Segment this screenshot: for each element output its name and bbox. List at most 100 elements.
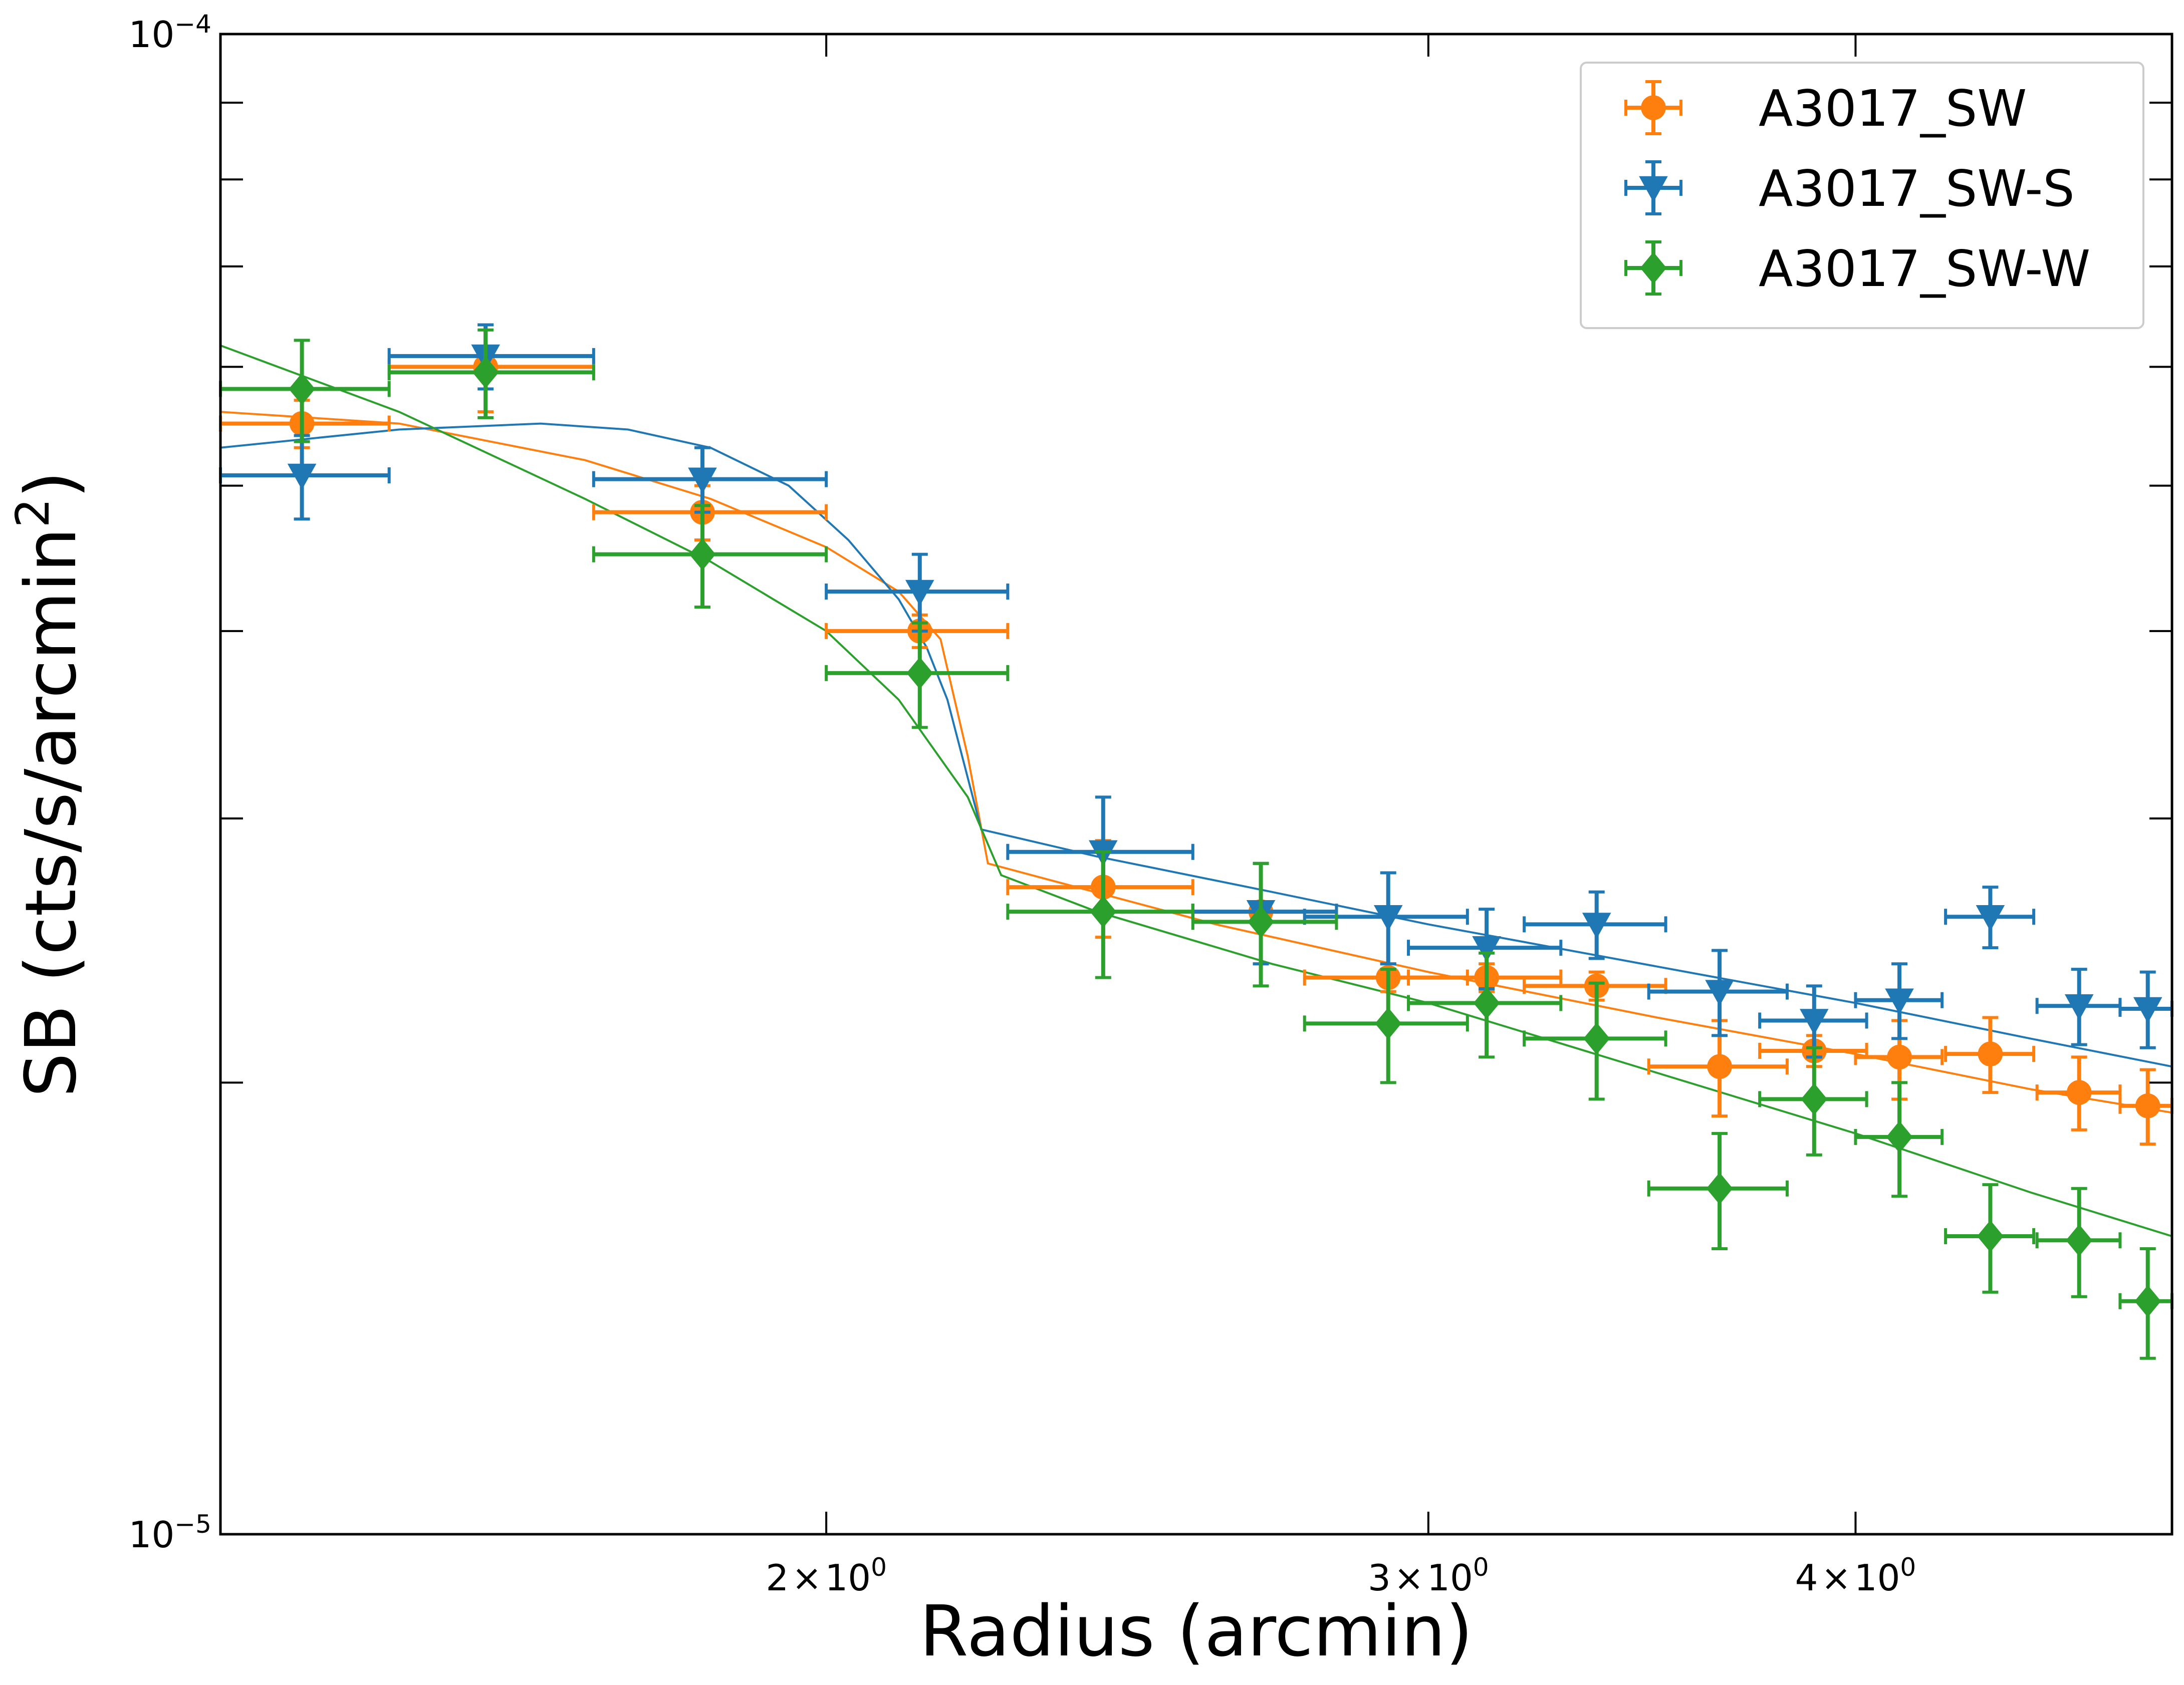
data-point [2035, 1055, 2122, 1132]
marker-triangle-down [2064, 994, 2094, 1021]
y-axis-label: SB (cts/s/arcmin2) [6, 471, 93, 1097]
x-tick-base: 10 [1427, 1557, 1473, 1599]
x-axis-label: Radius (arcmin) [919, 1591, 1473, 1672]
marker-diamond [1886, 1120, 1913, 1153]
x-tick-label: 2×100 [766, 1553, 887, 1599]
legend-entry: A3017_SW-S [1624, 159, 2075, 218]
data-point [1944, 886, 2036, 950]
data-point [1854, 1081, 1944, 1198]
y-axis-label-sup: 2 [6, 498, 60, 528]
x-tick-base: 10 [825, 1557, 871, 1599]
marker-diamond [1977, 1220, 2004, 1253]
series-A3017_SW-W [219, 328, 2173, 1360]
y-tick-base: 10 [129, 14, 175, 56]
marker-circle [1978, 1041, 2003, 1066]
data-point [1944, 1016, 2036, 1094]
y-axis-label-main: SB (cts/s/arcmin [11, 527, 92, 1097]
data-point [1944, 1183, 2036, 1294]
marker-diamond [1473, 987, 1500, 1019]
marker-circle [2066, 1080, 2092, 1105]
data-point [219, 434, 391, 521]
data-point [387, 328, 595, 419]
fit-lines-layer [220, 344, 2172, 1237]
data-point [219, 339, 391, 443]
y-tick-base: 10 [129, 1514, 175, 1556]
data-point [1647, 949, 1789, 1037]
x-tick-mantissa: 4 [1795, 1557, 1818, 1599]
y-tick-exponent: −5 [174, 1510, 211, 1539]
marker-triangle-down [1705, 980, 1734, 1006]
marker-triangle-down [1799, 1009, 1829, 1035]
data-point [2118, 970, 2173, 1049]
marker-diamond [1248, 906, 1274, 938]
x-tick-times: × [1394, 1557, 1424, 1599]
y-axis-label-close: ) [11, 471, 92, 498]
x-tick-exponent: 0 [871, 1553, 887, 1582]
series-A3017_SW [219, 323, 2173, 1146]
x-tick-mantissa: 3 [1368, 1557, 1391, 1599]
legend-entry: A3017_SW [1624, 79, 2027, 138]
marker-diamond [906, 657, 933, 689]
legend-box [1580, 62, 2144, 329]
data-point [1303, 871, 1469, 966]
marker-diamond [1801, 1083, 1828, 1115]
y-tick-label: 10−5 [129, 1510, 211, 1556]
marker-triangle-down [1885, 988, 1914, 1015]
data-point [1523, 981, 1667, 1101]
data-points-layer [219, 323, 2173, 1360]
x-tick-base: 10 [1854, 1557, 1900, 1599]
legend: A3017_SW A3017_SW-S A3017_SW-W [1580, 62, 2144, 329]
data-point [1854, 962, 1944, 1040]
data-point [1006, 850, 1194, 979]
y-tick-label: 10−4 [129, 10, 211, 56]
y-tick-exponent: −4 [174, 10, 211, 39]
marker-triangle-down [905, 580, 934, 606]
marker-circle [2135, 1093, 2160, 1118]
x-tick-exponent: 0 [1900, 1553, 1916, 1582]
x-tick-mantissa: 2 [766, 1557, 789, 1599]
data-point [1647, 1132, 1789, 1250]
data-point [1758, 1046, 1868, 1157]
plot-frame [219, 33, 2173, 1536]
marker-diamond [1375, 1007, 1402, 1040]
marker-triangle-down [287, 463, 317, 490]
legend-marker-triangle-down [1639, 176, 1668, 202]
marker-triangle-down [1582, 913, 1611, 939]
marker-diamond [289, 373, 315, 405]
marker-diamond [1706, 1172, 1733, 1205]
x-tick-times: × [792, 1557, 822, 1599]
legend-entry: A3017_SW-W [1624, 239, 2090, 298]
data-point [2118, 1247, 2173, 1360]
x-tick-exponent: 0 [1473, 1553, 1489, 1582]
marker-triangle-down [688, 467, 717, 494]
legend-label: A3017_SW-W [1759, 239, 2090, 298]
data-point [825, 621, 1010, 729]
marker-diamond [689, 538, 716, 571]
marker-diamond [472, 356, 499, 389]
data-point [592, 446, 828, 514]
legend-label: A3017_SW-S [1759, 159, 2075, 218]
marker-circle [1707, 1054, 1732, 1079]
x-tick-times: × [1821, 1557, 1851, 1599]
marker-triangle-down [2133, 997, 2162, 1023]
data-point [1303, 968, 1469, 1084]
data-point [2118, 1068, 2173, 1146]
data-point [2035, 968, 2122, 1046]
data-point [592, 504, 828, 609]
fit-line-A3017_SW-S [220, 422, 2172, 1068]
fit-line-A3017_SW [220, 411, 2172, 1114]
marker-triangle-down [1373, 905, 1403, 931]
marker-diamond [1090, 896, 1117, 928]
x-tick-label: 4×100 [1795, 1553, 1916, 1599]
data-point [2035, 1187, 2122, 1298]
fit-line-A3017_SW-W [220, 344, 2172, 1237]
data-point [1523, 890, 1667, 960]
marker-triangle-down [1976, 905, 2005, 931]
marker-diamond [1583, 1022, 1610, 1055]
data-point [825, 552, 1010, 633]
data-point [1407, 951, 1563, 1059]
legend-marker-circle [1641, 95, 1666, 120]
data-point [1191, 862, 1338, 988]
